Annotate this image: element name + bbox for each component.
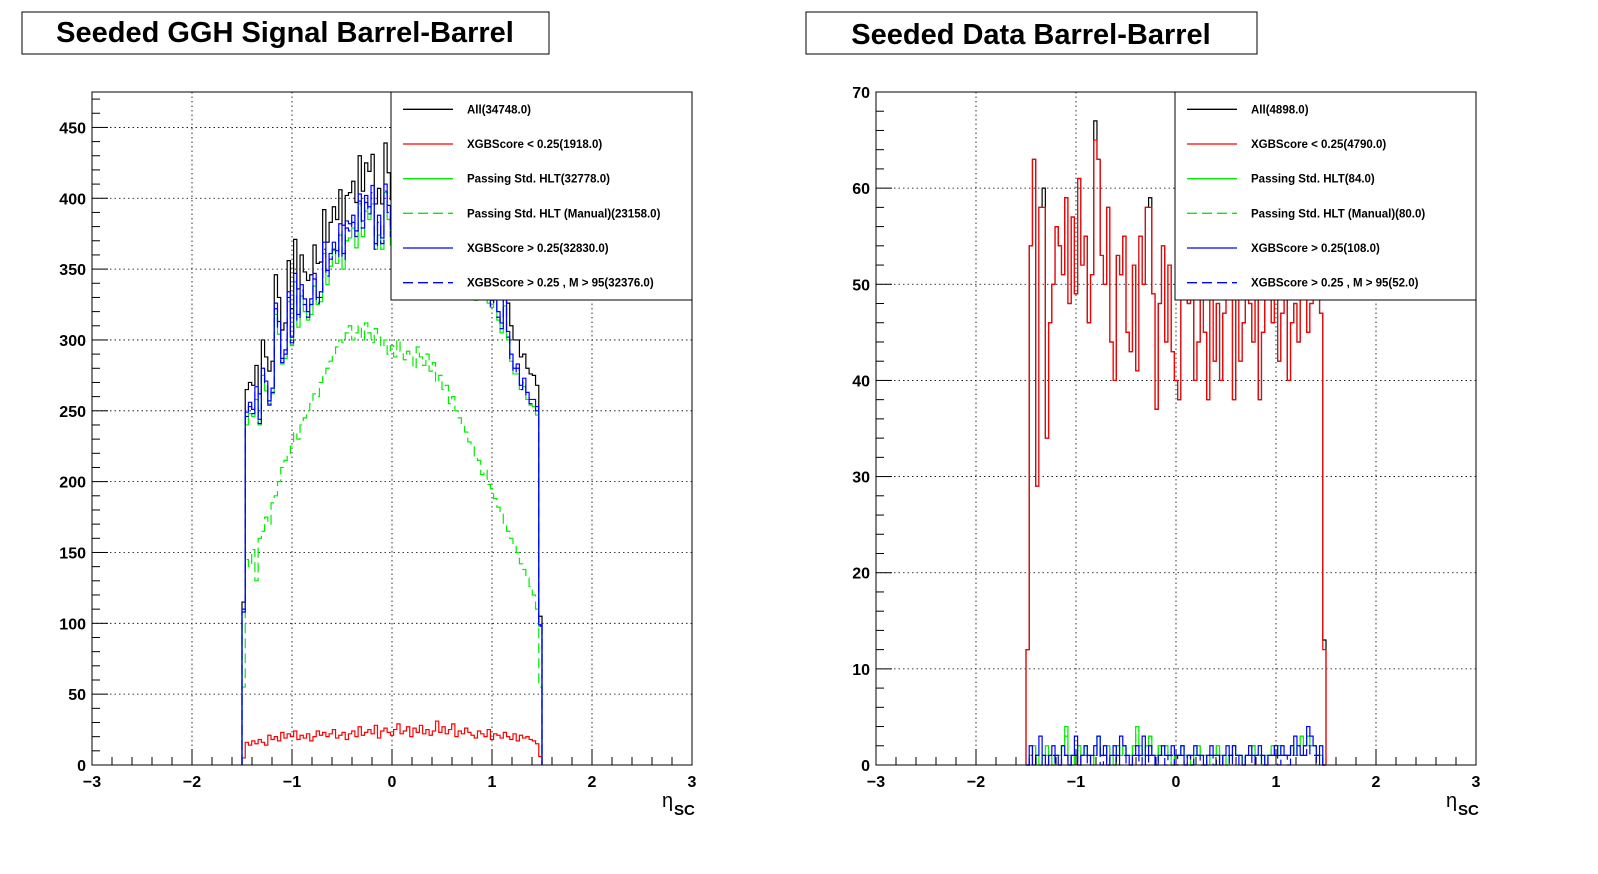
- y-tick-label: 70: [852, 85, 870, 102]
- legend-label-6: XGBScore > 0.25 , M > 95(52.0): [1251, 278, 1419, 290]
- x-tick-label: 1: [488, 774, 497, 791]
- y-tick-label: 40: [852, 373, 870, 390]
- y-tick-label: 20: [852, 566, 870, 583]
- legend-label-1: All(4898.0): [1251, 104, 1309, 116]
- legend: All(34748.0) XGBScore < 0.25(1918.0) Passi…: [390, 91, 693, 301]
- x-tick-label: −1: [283, 774, 301, 791]
- grid: [876, 92, 1476, 765]
- x-axis-label: η: [662, 790, 673, 812]
- x-axis-label: η: [1446, 790, 1457, 812]
- chart-title: Seeded Data Barrel-Barrel: [851, 19, 1210, 51]
- x-axis: −3 −2 −1 0 1 2 3: [83, 749, 697, 791]
- x-tick-label: −3: [867, 774, 885, 791]
- x-tick-label: −2: [967, 774, 985, 791]
- chart-title: Seeded GGH Signal Barrel-Barrel: [56, 17, 514, 49]
- series-line-5: [1026, 725, 1326, 766]
- chart-panel-1: Seeded GGH Signal Barrel-Barrel −3 −2 −1 0 1 2…: [21, 11, 697, 819]
- legend-label-4: Passing Std. HLT (Manual)(23158.0): [467, 208, 661, 220]
- x-tick-label: 2: [588, 774, 597, 791]
- x-tick-label: 1: [1272, 774, 1281, 791]
- legend-label-2: XGBScore < 0.25(4790.0): [1251, 139, 1386, 151]
- legend-box: [390, 91, 693, 301]
- legend-label-4: Passing Std. HLT (Manual)(80.0): [1251, 208, 1425, 220]
- x-axis: −3 −2 −1 0 1 2 3: [867, 749, 1481, 791]
- series-line-4: [241, 322, 543, 765]
- legend-label-2: XGBScore < 0.25(1918.0): [467, 139, 602, 151]
- legend-label-5: XGBScore > 0.25(108.0): [1251, 243, 1380, 255]
- y-tick-label: 0: [861, 758, 870, 775]
- y-axis: 0 50 100 150 200 250 300 350 400 450: [59, 98, 108, 775]
- x-tick-label: 3: [1472, 774, 1481, 791]
- y-tick-label: 200: [59, 475, 86, 492]
- legend-label-1: All(34748.0): [467, 104, 531, 116]
- x-tick-label: 0: [1172, 774, 1181, 791]
- legend-label-6: XGBScore > 0.25 , M > 95(32376.0): [467, 278, 654, 290]
- y-tick-label: 450: [59, 120, 86, 137]
- y-tick-label: 300: [59, 333, 86, 350]
- x-tick-label: 0: [388, 774, 397, 791]
- x-tick-label: 3: [688, 774, 697, 791]
- x-axis-label-subscript: SC: [1458, 802, 1479, 819]
- legend-label-5: XGBScore > 0.25(32830.0): [467, 243, 609, 255]
- legend: All(4898.0) XGBScore < 0.25(4790.0) Passin…: [1174, 91, 1477, 301]
- x-axis-label-subscript: SC: [674, 802, 695, 819]
- y-tick-label: 0: [77, 758, 86, 775]
- series-line-6: [241, 190, 543, 765]
- x-tick-label: 2: [1372, 774, 1381, 791]
- chart-title-box: [805, 11, 1258, 55]
- legend-label-3: Passing Std. HLT(32778.0): [467, 174, 610, 186]
- y-tick-label: 100: [59, 616, 86, 633]
- y-tick-label: 60: [852, 181, 870, 198]
- y-tick-label: 50: [68, 687, 86, 704]
- chart-panel-2: Seeded Data Barrel-Barrel−3 −2 −1 0 1 2 301020…: [805, 11, 1481, 819]
- y-tick-label: 150: [59, 545, 86, 562]
- y-tick-label: 30: [852, 470, 870, 487]
- series-line-2: [241, 720, 543, 765]
- chart-title-box: [21, 11, 550, 55]
- y-tick-label: 350: [59, 262, 86, 279]
- x-tick-label: −2: [183, 774, 201, 791]
- y-tick-label: 50: [852, 277, 870, 294]
- x-tick-label: −3: [83, 774, 101, 791]
- y-tick-label: 250: [59, 404, 86, 421]
- legend-label-3: Passing Std. HLT(84.0): [1251, 174, 1375, 186]
- y-tick-label: 10: [852, 662, 870, 679]
- legend-box: [1174, 91, 1477, 301]
- series-line-3: [241, 192, 543, 765]
- y-axis: 0 10 20 30 40 50 60 70: [852, 85, 892, 775]
- x-tick-label: −1: [1067, 774, 1085, 791]
- y-tick-label: 400: [59, 191, 86, 208]
